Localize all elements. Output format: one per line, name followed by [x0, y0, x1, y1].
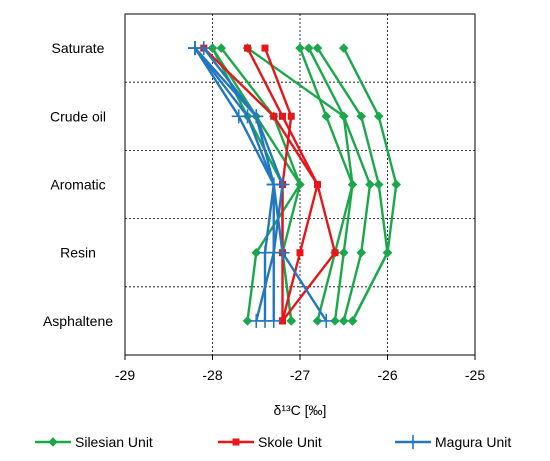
- data-point: [249, 109, 264, 124]
- data-point: [319, 313, 334, 328]
- x-tick-label: -27: [290, 367, 310, 383]
- x-tick-label: -25: [465, 367, 485, 383]
- series-silesian-unit: [207, 43, 402, 326]
- legend-label: Magura Unit: [435, 434, 511, 450]
- category-label: Resin: [60, 245, 96, 261]
- axis-layer: -29 -28 -27 -26 -25 Saturate Crude oil Aromatic…: [43, 40, 485, 383]
- data-point: [275, 245, 290, 260]
- legend-item: Magura Unit: [395, 434, 511, 450]
- data-point: [338, 247, 349, 258]
- data-point: [356, 111, 367, 122]
- data-point: [312, 316, 323, 326]
- data-point: [338, 111, 349, 122]
- category-label: Saturate: [52, 40, 105, 56]
- legend-marker: [406, 435, 420, 449]
- legend-item: Silesian Unit: [35, 434, 153, 450]
- series-magura-unit: [188, 41, 334, 328]
- data-point: [373, 179, 384, 190]
- data-point: [365, 179, 375, 190]
- data-point: [279, 112, 286, 120]
- x-axis-label: δ¹³C [‰]: [274, 402, 327, 418]
- data-point: [330, 316, 340, 326]
- category-label: Asphaltene: [43, 313, 113, 329]
- legend: Silesian Unit Skole Unit Magura Unit: [35, 434, 511, 450]
- data-point: [303, 43, 314, 53]
- data-point: [295, 43, 305, 53]
- data-point: [373, 111, 384, 122]
- data-point: [338, 316, 349, 326]
- legend-marker: [232, 438, 240, 446]
- data-point: [295, 179, 305, 190]
- data-point: [391, 179, 402, 190]
- data-point: [242, 316, 253, 326]
- data-point: [356, 247, 367, 258]
- data-point: [347, 316, 358, 326]
- legend-item: Skole Unit: [218, 434, 322, 450]
- data-point: [287, 112, 295, 120]
- legend-marker: [48, 437, 58, 447]
- data-point: [207, 43, 218, 53]
- data-point: [312, 43, 323, 53]
- category-label: Crude oil: [50, 108, 106, 124]
- data-point: [216, 43, 227, 53]
- data-point: [347, 179, 358, 190]
- data-point: [338, 43, 349, 53]
- x-tick-label: -28: [202, 367, 222, 383]
- x-tick-label: -29: [115, 367, 135, 383]
- data-point: [279, 317, 286, 325]
- data-point: [266, 313, 281, 328]
- data-point: [270, 112, 278, 120]
- series-line: [246, 47, 337, 322]
- series-layer: [188, 41, 402, 328]
- data-point: [244, 44, 251, 52]
- data-point: [331, 249, 339, 257]
- data-point: [266, 177, 281, 192]
- data-point: [251, 247, 262, 258]
- legend-label: Silesian Unit: [75, 434, 153, 450]
- data-point: [261, 44, 269, 52]
- data-point: [382, 247, 393, 258]
- data-point: [314, 181, 321, 188]
- data-point: [296, 249, 304, 257]
- data-point: [196, 41, 211, 56]
- legend-label: Skole Unit: [258, 434, 322, 450]
- x-tick-label: -26: [377, 367, 397, 383]
- category-label: Aromatic: [50, 177, 105, 193]
- data-point: [286, 316, 297, 326]
- data-point: [321, 111, 332, 122]
